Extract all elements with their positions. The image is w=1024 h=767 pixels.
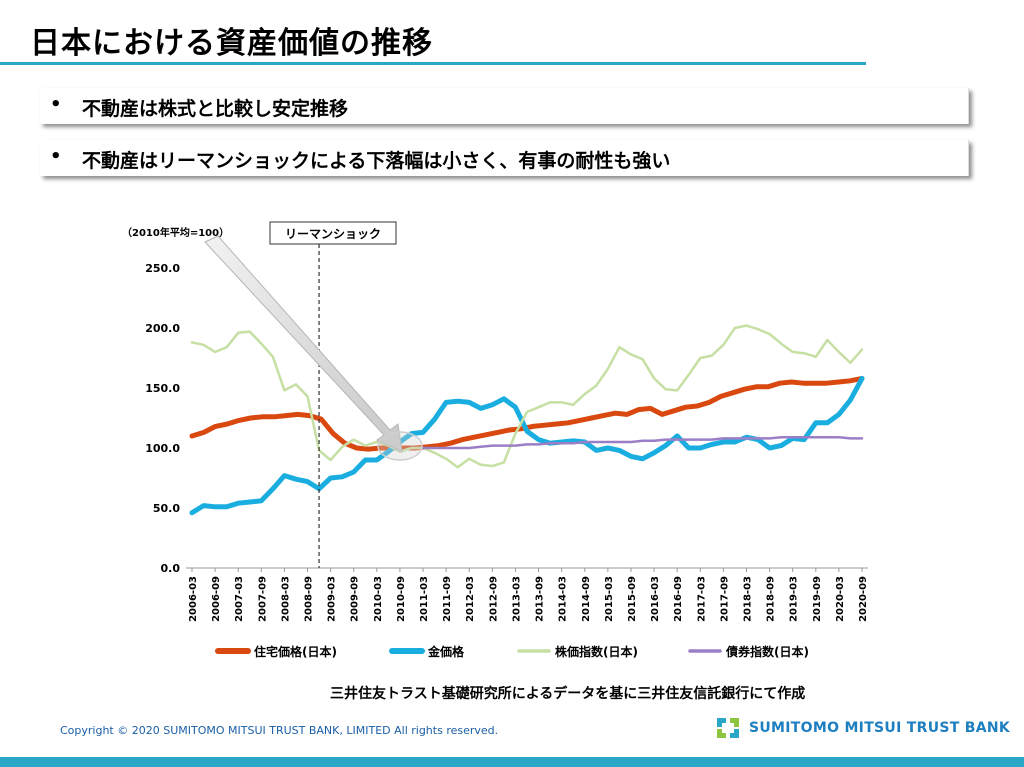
highlight-ellipse [377, 431, 423, 461]
x-tick-label: 2020-09 [858, 576, 869, 622]
bottom-accent-bar [0, 757, 1024, 767]
bullet-text-1: 不動産は株式と比較し安定推移 [82, 98, 349, 120]
x-tick-label: 2014-09 [581, 576, 592, 622]
x-tick-label: 2010-09 [396, 576, 407, 622]
series-line-2 [190, 324, 864, 469]
x-tick-label: 2016-09 [673, 576, 684, 622]
title-rule [0, 62, 866, 65]
x-tick-label: 2013-03 [511, 576, 522, 622]
x-tick-label: 2013-09 [535, 576, 546, 622]
y-tick-label: 0.0 [161, 562, 181, 575]
asset-value-chart: 0.0 50.0 100.0 150.0 200.0 250.0 2006-03 2006-0… [122, 221, 869, 659]
x-tick-label: 2017-03 [696, 576, 707, 622]
logo-text: SUMITOMO MITSUI TRUST BANK [749, 720, 1011, 736]
event-label: リーマンショック [285, 227, 381, 241]
legend-label-0: 住宅価格(日本) [254, 644, 337, 659]
x-tick-label: 2012-09 [488, 576, 499, 622]
x-tick-label: 2010-03 [373, 576, 384, 622]
y-tick-label: 100.0 [145, 442, 180, 455]
x-tick-label: 2008-09 [304, 576, 315, 622]
source-note: 三井住友トラスト基礎研究所によるデータを基に三井住友信託銀行にて作成 [330, 686, 806, 702]
copyright-text: Copyright © 2020 SUMITOMO MITSUI TRUST B… [60, 724, 499, 737]
x-tick-label: 2011-09 [442, 576, 453, 622]
logo-mark-icon [717, 718, 739, 738]
x-tick-label: 2006-03 [188, 576, 199, 622]
x-tick-label: 2006-09 [211, 576, 222, 622]
x-tick-label: 2019-09 [812, 576, 823, 622]
x-tick-label: 2020-03 [835, 576, 846, 622]
x-tick-label: 2014-03 [558, 576, 569, 622]
x-tick-label: 2007-03 [234, 576, 245, 622]
base-note: （2010年平均=100） [122, 226, 229, 239]
x-tick-label: 2019-03 [789, 576, 800, 622]
x-tick-label: 2018-09 [766, 576, 777, 622]
bullet-marker: • [50, 146, 62, 167]
bullet-text-2: 不動産はリーマンショックによる下落幅は小さく、有事の耐性も強い [82, 150, 671, 172]
x-tick-label: 2018-03 [742, 576, 753, 622]
y-tick-label: 200.0 [145, 322, 180, 335]
x-tick-label: 2008-03 [280, 576, 291, 622]
x-tick-label: 2016-03 [650, 576, 661, 622]
event-label-box [269, 221, 397, 245]
bullet-box-1: • 不動産は株式と比較し安定推移 [40, 88, 969, 124]
bullet-marker: • [50, 94, 62, 115]
page-title: 日本における資産価値の推移 [30, 26, 433, 61]
chart-series [189, 324, 865, 516]
chart-axes: 0.0 50.0 100.0 150.0 200.0 250.0 2006-03 2006-0… [145, 262, 869, 622]
bullet-box-2: • 不動産はリーマンショックによる下落幅は小さく、有事の耐性も強い [40, 140, 969, 176]
company-logo: SUMITOMO MITSUI TRUST BANK [715, 716, 1010, 740]
legend-label-3: 債券指数(日本) [725, 644, 809, 659]
x-tick-label: 2009-03 [327, 576, 338, 622]
x-tick-label: 2007-09 [257, 576, 268, 622]
y-tick-label: 50.0 [153, 502, 180, 515]
x-tick-label: 2009-09 [350, 576, 361, 622]
x-tick-label: 2015-03 [604, 576, 615, 622]
x-tick-label: 2012-03 [465, 576, 476, 622]
x-tick-label: 2015-09 [627, 576, 638, 622]
y-tick-label: 150.0 [145, 382, 180, 395]
y-tick-label: 250.0 [145, 262, 180, 275]
chart-legend: 住宅価格(日本) 金価格 株価指数(日本) 債券指数(日本) [215, 644, 809, 659]
legend-label-1: 金価格 [427, 644, 465, 659]
callout-arrow-icon [204, 235, 403, 453]
x-tick-label: 2017-09 [719, 576, 730, 622]
legend-label-2: 株価指数(日本) [555, 644, 638, 659]
x-tick-label: 2011-03 [419, 576, 430, 622]
chart-annotations: リーマンショック （2010年平均=100） [122, 221, 423, 568]
series-line-3 [421, 435, 864, 450]
